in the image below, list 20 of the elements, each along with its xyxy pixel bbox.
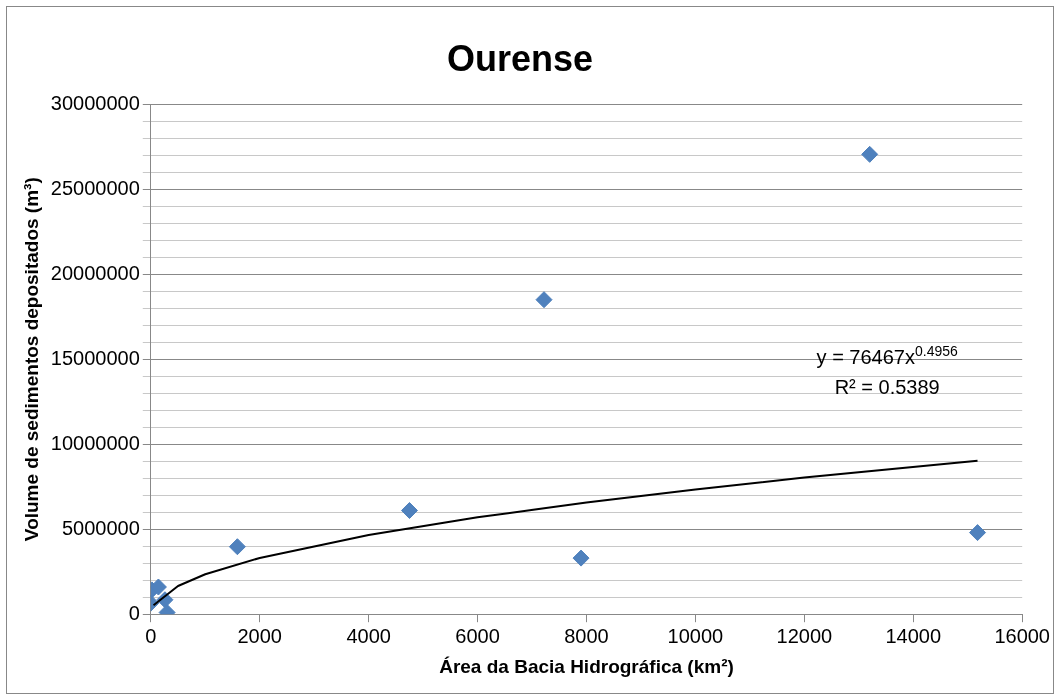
y-tick-label: 25000000 — [50, 176, 140, 199]
chart-title: Ourense — [446, 37, 594, 79]
x-tick-label: 2000 — [237, 624, 282, 647]
x-tick-label: 6000 — [455, 624, 500, 647]
x-tick-label: 4000 — [346, 624, 391, 647]
y-tick-label: 20000000 — [50, 261, 140, 284]
x-tick-label: 8000 — [564, 624, 609, 647]
x-tick-label: 10000 — [667, 624, 724, 647]
y-tick-label: 5000000 — [61, 516, 140, 539]
annotation: R² = 0.5389 — [834, 376, 940, 399]
y-axis-title: Volume de sedimentos depositados (m³) — [20, 177, 42, 542]
x-tick-label: 14000 — [885, 624, 942, 647]
y-tick-label: 15000000 — [50, 346, 140, 369]
x-axis-title: Área da Bacia Hidrográfica (km²) — [439, 655, 734, 677]
y-tick-label: 0 — [128, 601, 140, 624]
x-tick-label: 0 — [145, 624, 157, 647]
x-tick-label: 12000 — [776, 624, 833, 647]
x-tick-label: 16000 — [994, 624, 1050, 647]
y-tick-label: 30000000 — [50, 91, 140, 114]
y-tick-label: 10000000 — [50, 431, 140, 454]
